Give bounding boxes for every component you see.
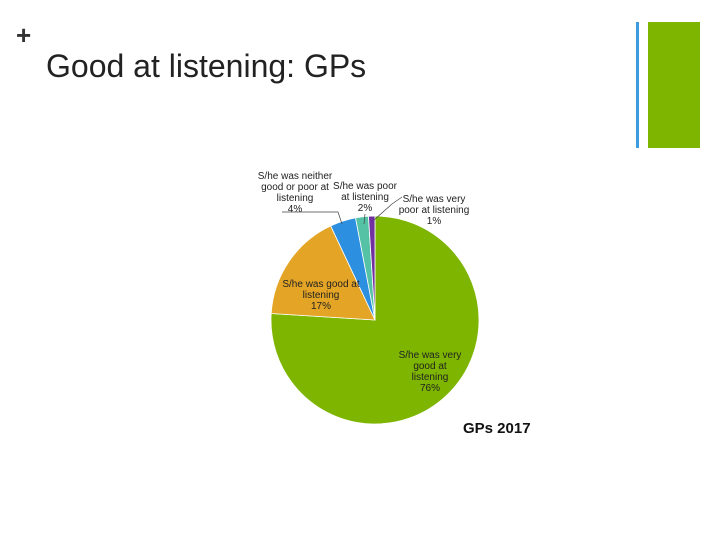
slice-label: S/he was neither good or poor at listeni…	[255, 171, 335, 215]
slice-label: S/he was good at listening 17%	[282, 279, 360, 312]
category-label: S/he was poor at listening	[333, 181, 397, 203]
slice-label: S/he was very poor at listening 1%	[396, 194, 472, 227]
pie-slice	[270, 225, 376, 321]
slice-label: S/he was very good at listening 76%	[395, 350, 465, 394]
value-label: 76%	[419, 383, 440, 394]
category-label: S/he was very good at listening	[398, 350, 462, 383]
pie-slice	[270, 215, 480, 425]
category-label: S/he was very poor at listening	[398, 194, 470, 216]
value-label: 2%	[357, 203, 373, 214]
slice-label: S/he was poor at listening 2%	[328, 181, 402, 214]
slide-marker: +	[16, 20, 32, 50]
value-label: 4%	[287, 204, 303, 215]
chart-title: Good at listening: GPs	[46, 48, 367, 84]
leader-lines	[282, 196, 403, 225]
decor-bar	[648, 22, 700, 148]
decor-line	[636, 22, 639, 148]
category-label: S/he was good at listening	[282, 279, 360, 301]
leader-line	[373, 196, 403, 221]
leader-line	[282, 211, 343, 225]
value-label: 17%	[310, 301, 331, 312]
pie-slice	[368, 215, 376, 321]
value-label: 1%	[426, 216, 442, 227]
leader-line	[363, 213, 366, 225]
category-label: S/he was neither good or poor at listeni…	[257, 171, 333, 204]
chart-caption: GPs 2017	[463, 420, 531, 437]
pie	[270, 215, 480, 425]
